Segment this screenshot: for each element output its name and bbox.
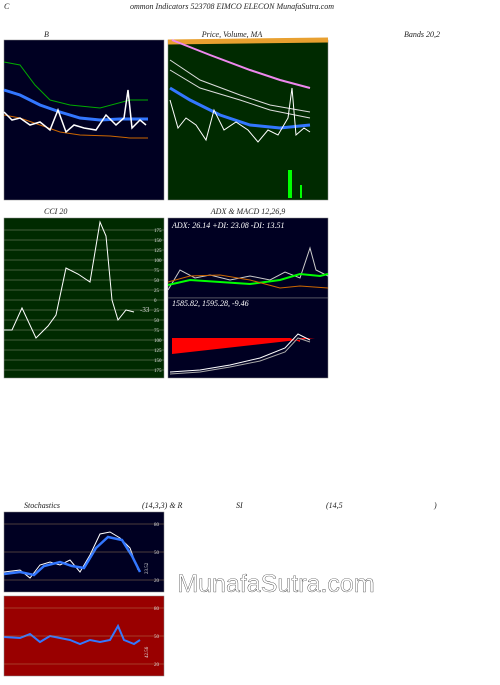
tick-label: 50 bbox=[154, 551, 160, 556]
rsi-line bbox=[3, 623, 141, 646]
price-line bbox=[3, 89, 147, 134]
ma-long bbox=[167, 37, 329, 45]
tick-label: 75 bbox=[154, 269, 160, 274]
macd-readout: 1585.82, 1595.28, -9.46 bbox=[172, 299, 249, 308]
ma-20 bbox=[169, 86, 311, 130]
stoch-title-e: ) bbox=[433, 501, 437, 510]
middle-band bbox=[3, 88, 148, 122]
cci-panel bbox=[3, 217, 165, 379]
tick-label: 80 bbox=[154, 523, 160, 528]
tick-label: 25 bbox=[154, 309, 160, 314]
cci-line bbox=[4, 220, 135, 339]
tick-label: 20 bbox=[154, 579, 160, 584]
adx-readout: ADX: 26.14 +DI: 23.08 -DI: 13.51 bbox=[171, 221, 285, 230]
tick-label: 50 bbox=[154, 635, 160, 640]
tick-label: 50 bbox=[154, 279, 160, 284]
tick-label: 0 bbox=[154, 299, 157, 304]
value-label: 42.56 bbox=[145, 646, 150, 658]
ma-200 bbox=[171, 39, 311, 89]
price-title: Price, Volume, MA bbox=[201, 30, 263, 39]
macd-histogram bbox=[172, 338, 315, 354]
tick-label: 150 bbox=[154, 359, 162, 364]
stoch-title-b: (14,3,3) & R bbox=[142, 501, 183, 510]
tick-label: 100 bbox=[154, 339, 162, 344]
tick-label: 150 bbox=[154, 239, 162, 244]
signal-line bbox=[169, 337, 311, 375]
bands-label-right: Bands 20,2 bbox=[404, 30, 440, 39]
stoch-d bbox=[3, 535, 142, 577]
tick-label: 100 bbox=[154, 259, 162, 264]
tick-label: 125 bbox=[154, 349, 162, 354]
stoch-title-c: SI bbox=[236, 501, 243, 510]
ma-upper bbox=[169, 59, 311, 113]
adx-title: ADX & MACD 12,26,9 bbox=[210, 207, 285, 216]
bands-label: B bbox=[44, 30, 49, 39]
tick-label: 25 bbox=[154, 289, 160, 294]
volume-bar bbox=[288, 170, 292, 198]
header-prefix: C bbox=[4, 2, 10, 11]
upper-band bbox=[3, 61, 148, 109]
cci-title: CCI 20 bbox=[44, 207, 67, 216]
adx-line bbox=[167, 246, 329, 291]
ma-mid bbox=[169, 69, 311, 119]
tick-label: 80 bbox=[154, 607, 160, 612]
tick-label: 125 bbox=[154, 249, 162, 254]
minus-di bbox=[167, 274, 329, 289]
tick-label: 175 bbox=[154, 229, 162, 234]
stoch-title: Stochastics bbox=[24, 501, 60, 510]
tick-label: 175 bbox=[154, 369, 162, 374]
tick-label: 20 bbox=[154, 663, 160, 668]
plus-di bbox=[167, 272, 329, 286]
value-label: 23.52 bbox=[145, 562, 150, 574]
watermark: MunafaSutra.com bbox=[177, 570, 374, 598]
price-panel bbox=[167, 39, 329, 201]
volume-bar bbox=[300, 185, 302, 198]
lower-band bbox=[3, 114, 148, 139]
header-title: ommon Indicators 523708 EIMCO ELECON Mun… bbox=[130, 2, 334, 11]
macd-line bbox=[169, 333, 311, 373]
tick-label: 75 bbox=[154, 329, 160, 334]
stoch-title-d: (14,5 bbox=[326, 501, 343, 510]
cci-value: -33 bbox=[140, 306, 150, 314]
price-close bbox=[169, 87, 311, 143]
tick-label: 50 bbox=[154, 319, 160, 324]
